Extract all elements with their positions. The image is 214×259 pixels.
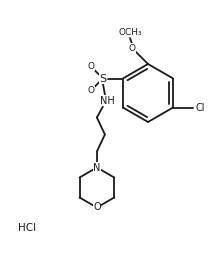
Text: OCH₃: OCH₃ [118,27,142,37]
Text: O: O [128,44,135,53]
Text: HCl: HCl [18,223,36,233]
Text: O: O [87,86,94,95]
Text: NH: NH [100,96,114,105]
Text: N: N [93,162,101,172]
Text: O: O [87,62,94,71]
Text: S: S [99,74,106,83]
Text: O: O [93,203,101,212]
Text: Cl: Cl [195,103,205,112]
